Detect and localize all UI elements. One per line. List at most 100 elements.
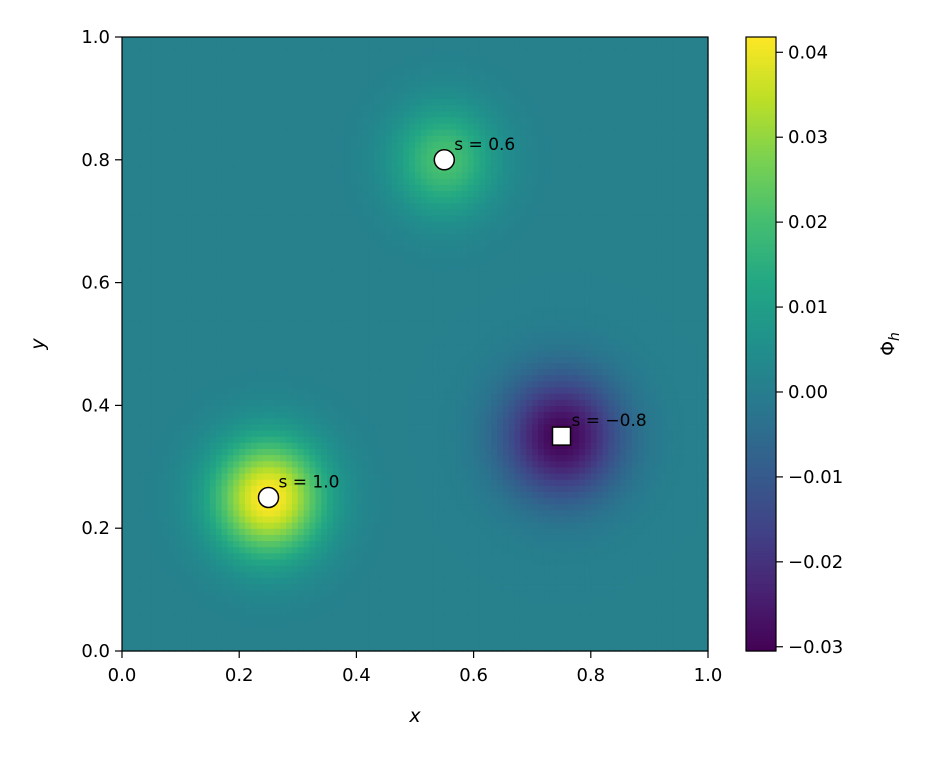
- heatmap-cell: [262, 638, 270, 646]
- heatmap-cell: [602, 558, 609, 566]
- heatmap-cell: [157, 589, 164, 597]
- heatmap-cell: [420, 589, 428, 597]
- heatmap-cell: [637, 632, 645, 640]
- heatmap-cell: [327, 515, 334, 523]
- heatmap-cell: [139, 614, 147, 621]
- heatmap-cell: [590, 472, 598, 480]
- heatmap-cell: [655, 571, 662, 578]
- heatmap-cell: [661, 485, 668, 492]
- heatmap-cell: [467, 632, 475, 640]
- heatmap-cell: [157, 344, 164, 351]
- heatmap-cell: [227, 479, 234, 486]
- heatmap-cell: [450, 448, 457, 456]
- heatmap-cell: [157, 368, 164, 376]
- heatmap-cell: [344, 448, 352, 456]
- heatmap-cell: [432, 583, 440, 591]
- heatmap-cell: [233, 436, 240, 443]
- heatmap-cell: [274, 565, 281, 572]
- heatmap-cell: [614, 534, 621, 542]
- heatmap-cell: [356, 632, 363, 640]
- heatmap-cell: [672, 356, 680, 364]
- heatmap-cell: [655, 479, 662, 486]
- heatmap-cell: [543, 380, 551, 388]
- heatmap-cell: [215, 479, 223, 486]
- heatmap-cell: [198, 626, 205, 634]
- heatmap-cell: [678, 626, 686, 634]
- heatmap-cell: [180, 411, 188, 419]
- heatmap-cell: [274, 644, 281, 652]
- heatmap-cell: [338, 350, 346, 357]
- heatmap-cell: [502, 497, 510, 505]
- heatmap-cell: [204, 522, 211, 529]
- heatmap-cell: [614, 454, 621, 462]
- heatmap-cell: [620, 515, 627, 523]
- heatmap-cell: [520, 589, 527, 597]
- heatmap-cell: [186, 608, 193, 615]
- heatmap-cell: [291, 571, 299, 578]
- heatmap-cell: [614, 565, 621, 572]
- heatmap-cell: [631, 644, 639, 652]
- heatmap-cell: [473, 583, 481, 591]
- heatmap-cell: [332, 460, 340, 468]
- heatmap-cell: [163, 466, 170, 474]
- heatmap-cell: [573, 386, 580, 394]
- heatmap-cell: [614, 595, 621, 603]
- heatmap-cell: [204, 466, 211, 474]
- heatmap-cell: [596, 485, 604, 492]
- heatmap-cell: [315, 528, 322, 535]
- heatmap-cell: [315, 608, 322, 615]
- heatmap-cell: [631, 614, 639, 621]
- heatmap-cell: [426, 356, 434, 364]
- heatmap-cell: [409, 454, 416, 462]
- heatmap-cell: [215, 491, 223, 499]
- heatmap-cell: [221, 626, 229, 634]
- heatmap-cell: [321, 565, 328, 572]
- heatmap-cell: [379, 565, 387, 572]
- heatmap-cell: [122, 522, 129, 529]
- heatmap-cell: [227, 374, 234, 382]
- heatmap-cell: [444, 552, 451, 560]
- heatmap-cell: [467, 399, 475, 406]
- heatmap-cell: [702, 448, 709, 456]
- heatmap-cell: [157, 638, 164, 646]
- heatmap-cell: [157, 571, 164, 578]
- heatmap-cell: [596, 626, 604, 634]
- heatmap-cell: [157, 411, 164, 419]
- heatmap-cell: [526, 552, 533, 560]
- heatmap-cell: [362, 356, 369, 364]
- heatmap-cell: [532, 399, 539, 406]
- heatmap-cell: [643, 565, 650, 572]
- heatmap-cell: [233, 356, 240, 364]
- heatmap-cell: [561, 380, 568, 388]
- heatmap-cell: [122, 571, 129, 578]
- heatmap-cell: [538, 620, 545, 628]
- heatmap-cell: [291, 552, 299, 560]
- heatmap-cell: [344, 497, 352, 505]
- heatmap-cell: [291, 638, 299, 646]
- heatmap-cell: [332, 528, 340, 535]
- heatmap-cell: [672, 583, 680, 591]
- heatmap-cell: [555, 386, 563, 394]
- heatmap-cell: [139, 558, 147, 566]
- heatmap-cell: [637, 626, 645, 634]
- heatmap-cell: [385, 589, 393, 597]
- heatmap-cell: [631, 386, 639, 394]
- heatmap-cell: [409, 423, 416, 431]
- heatmap-cell: [233, 380, 240, 388]
- heatmap-cell: [338, 368, 346, 376]
- heatmap-cell: [631, 571, 639, 578]
- heatmap-cell: [227, 583, 234, 591]
- heatmap-cell: [696, 509, 703, 517]
- heatmap-cell: [373, 399, 381, 406]
- heatmap-cell: [620, 423, 627, 431]
- heatmap-cell: [344, 534, 352, 542]
- heatmap-cell: [227, 429, 234, 437]
- heatmap-cell: [403, 374, 410, 382]
- heatmap-cell: [491, 577, 498, 585]
- heatmap-cell: [473, 423, 481, 431]
- heatmap-cell: [696, 423, 703, 431]
- heatmap-cell: [461, 405, 469, 413]
- heatmap-cell: [661, 644, 668, 652]
- heatmap-cell: [139, 626, 147, 634]
- heatmap-cell: [256, 509, 264, 517]
